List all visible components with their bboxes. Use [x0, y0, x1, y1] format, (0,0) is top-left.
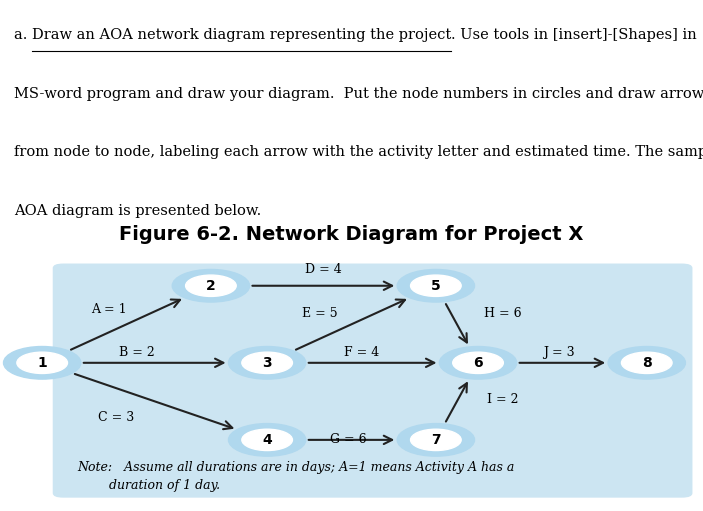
- Text: Draw an AOA network diagram representing the project: Draw an AOA network diagram representing…: [32, 28, 451, 42]
- Circle shape: [397, 269, 475, 302]
- Circle shape: [411, 429, 461, 451]
- Text: MS-word program and draw your diagram.  Put the node numbers in circles and draw: MS-word program and draw your diagram. P…: [14, 87, 703, 101]
- Circle shape: [411, 275, 461, 296]
- Text: B = 2: B = 2: [120, 346, 155, 359]
- Text: 4: 4: [262, 433, 272, 447]
- FancyBboxPatch shape: [53, 264, 692, 498]
- Circle shape: [397, 424, 475, 456]
- Text: 6: 6: [473, 356, 483, 370]
- Text: C = 3: C = 3: [98, 411, 134, 424]
- Text: Note:   Assume all durations are in days; A=1 means Activity A has a
        dur: Note: Assume all durations are in days; …: [77, 461, 515, 492]
- Text: F = 4: F = 4: [344, 346, 380, 359]
- Circle shape: [242, 429, 292, 451]
- Text: a.: a.: [14, 28, 32, 42]
- Text: G = 6: G = 6: [330, 433, 366, 447]
- Text: H = 6: H = 6: [484, 308, 522, 320]
- Text: I = 2: I = 2: [487, 393, 518, 406]
- Circle shape: [4, 346, 81, 379]
- Text: 1: 1: [37, 356, 47, 370]
- Circle shape: [453, 352, 503, 374]
- Circle shape: [228, 346, 306, 379]
- Circle shape: [621, 352, 672, 374]
- Circle shape: [186, 275, 236, 296]
- Circle shape: [242, 352, 292, 374]
- Circle shape: [228, 424, 306, 456]
- Text: from node to node, labeling each arrow with the activity letter and estimated ti: from node to node, labeling each arrow w…: [14, 145, 703, 159]
- Circle shape: [439, 346, 517, 379]
- Text: 5: 5: [431, 279, 441, 293]
- Text: 7: 7: [431, 433, 441, 447]
- Circle shape: [608, 346, 685, 379]
- Text: D = 4: D = 4: [305, 263, 342, 276]
- Text: A = 1: A = 1: [91, 303, 127, 316]
- Text: . Use tools in [insert]-[Shapes] in: . Use tools in [insert]-[Shapes] in: [451, 28, 697, 42]
- Circle shape: [17, 352, 67, 374]
- Text: AOA diagram is presented below.: AOA diagram is presented below.: [14, 203, 262, 218]
- Circle shape: [172, 269, 250, 302]
- Text: 3: 3: [262, 356, 272, 370]
- Text: J = 3: J = 3: [543, 346, 574, 359]
- Text: 2: 2: [206, 279, 216, 293]
- Text: Figure 6-2. Network Diagram for Project X: Figure 6-2. Network Diagram for Project …: [120, 225, 583, 244]
- Text: 8: 8: [642, 356, 652, 370]
- Text: E = 5: E = 5: [302, 308, 337, 320]
